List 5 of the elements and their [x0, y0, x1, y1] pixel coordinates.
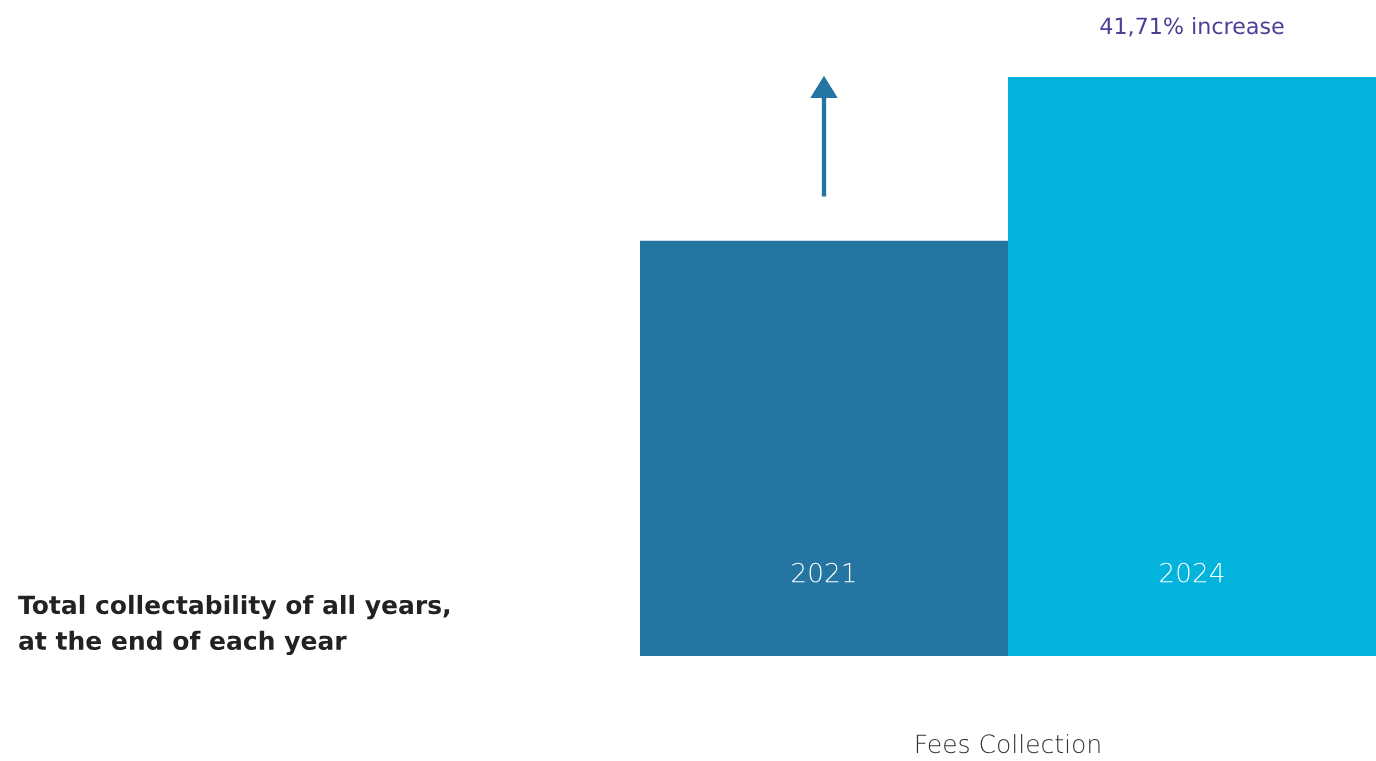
text: Total collectability of all years, at the end of each year: [18, 594, 450, 656]
x-tick-label: 2021: [792, 562, 855, 583]
x-axis-title: Fees Collection: [916, 733, 1100, 754]
text: 41,71% increase: [1100, 17, 1284, 37]
x-tick-label: 2024: [1160, 562, 1224, 583]
